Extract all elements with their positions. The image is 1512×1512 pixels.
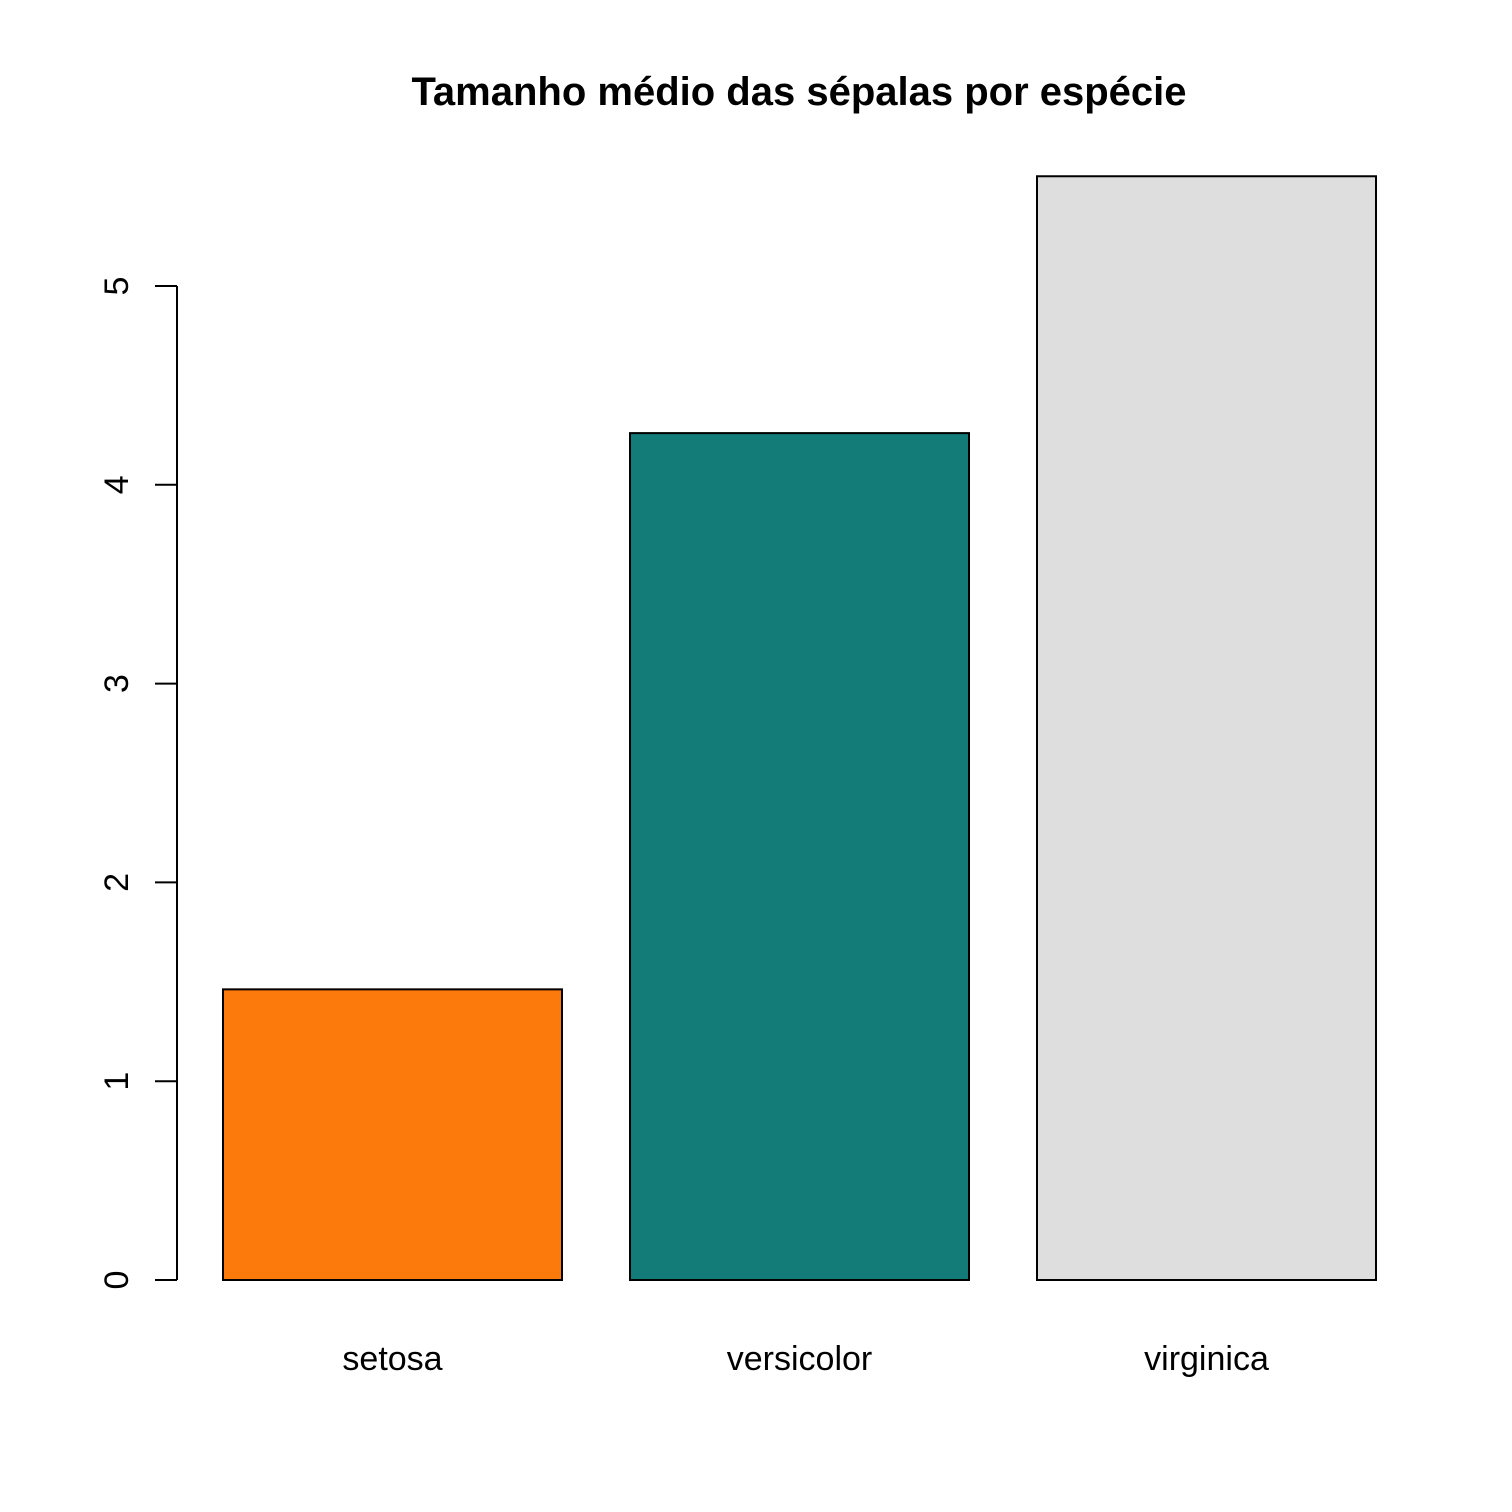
bar-versicolor xyxy=(629,432,970,1281)
y-axis-tick-label: 4 xyxy=(98,475,136,494)
bar-virginica xyxy=(1036,175,1377,1281)
y-axis: 0 1 2 3 4 5 xyxy=(98,277,178,1290)
bar-setosa xyxy=(222,988,563,1281)
bars-group xyxy=(222,175,1377,1281)
y-axis-tick-label: 5 xyxy=(98,277,136,296)
y-axis-tick-label: 3 xyxy=(98,674,136,693)
y-axis-tick-label: 0 xyxy=(98,1271,136,1290)
x-axis-labels: setosa versicolor virginica xyxy=(342,1340,1269,1378)
y-axis-tick-label: 1 xyxy=(98,1072,136,1091)
x-category-label: setosa xyxy=(342,1340,442,1378)
x-category-label: virginica xyxy=(1144,1340,1269,1378)
chart-title: Tamanho médio das sépalas por espécie xyxy=(411,70,1186,114)
x-category-label: versicolor xyxy=(727,1340,872,1378)
y-axis-tick-label: 2 xyxy=(98,873,136,892)
